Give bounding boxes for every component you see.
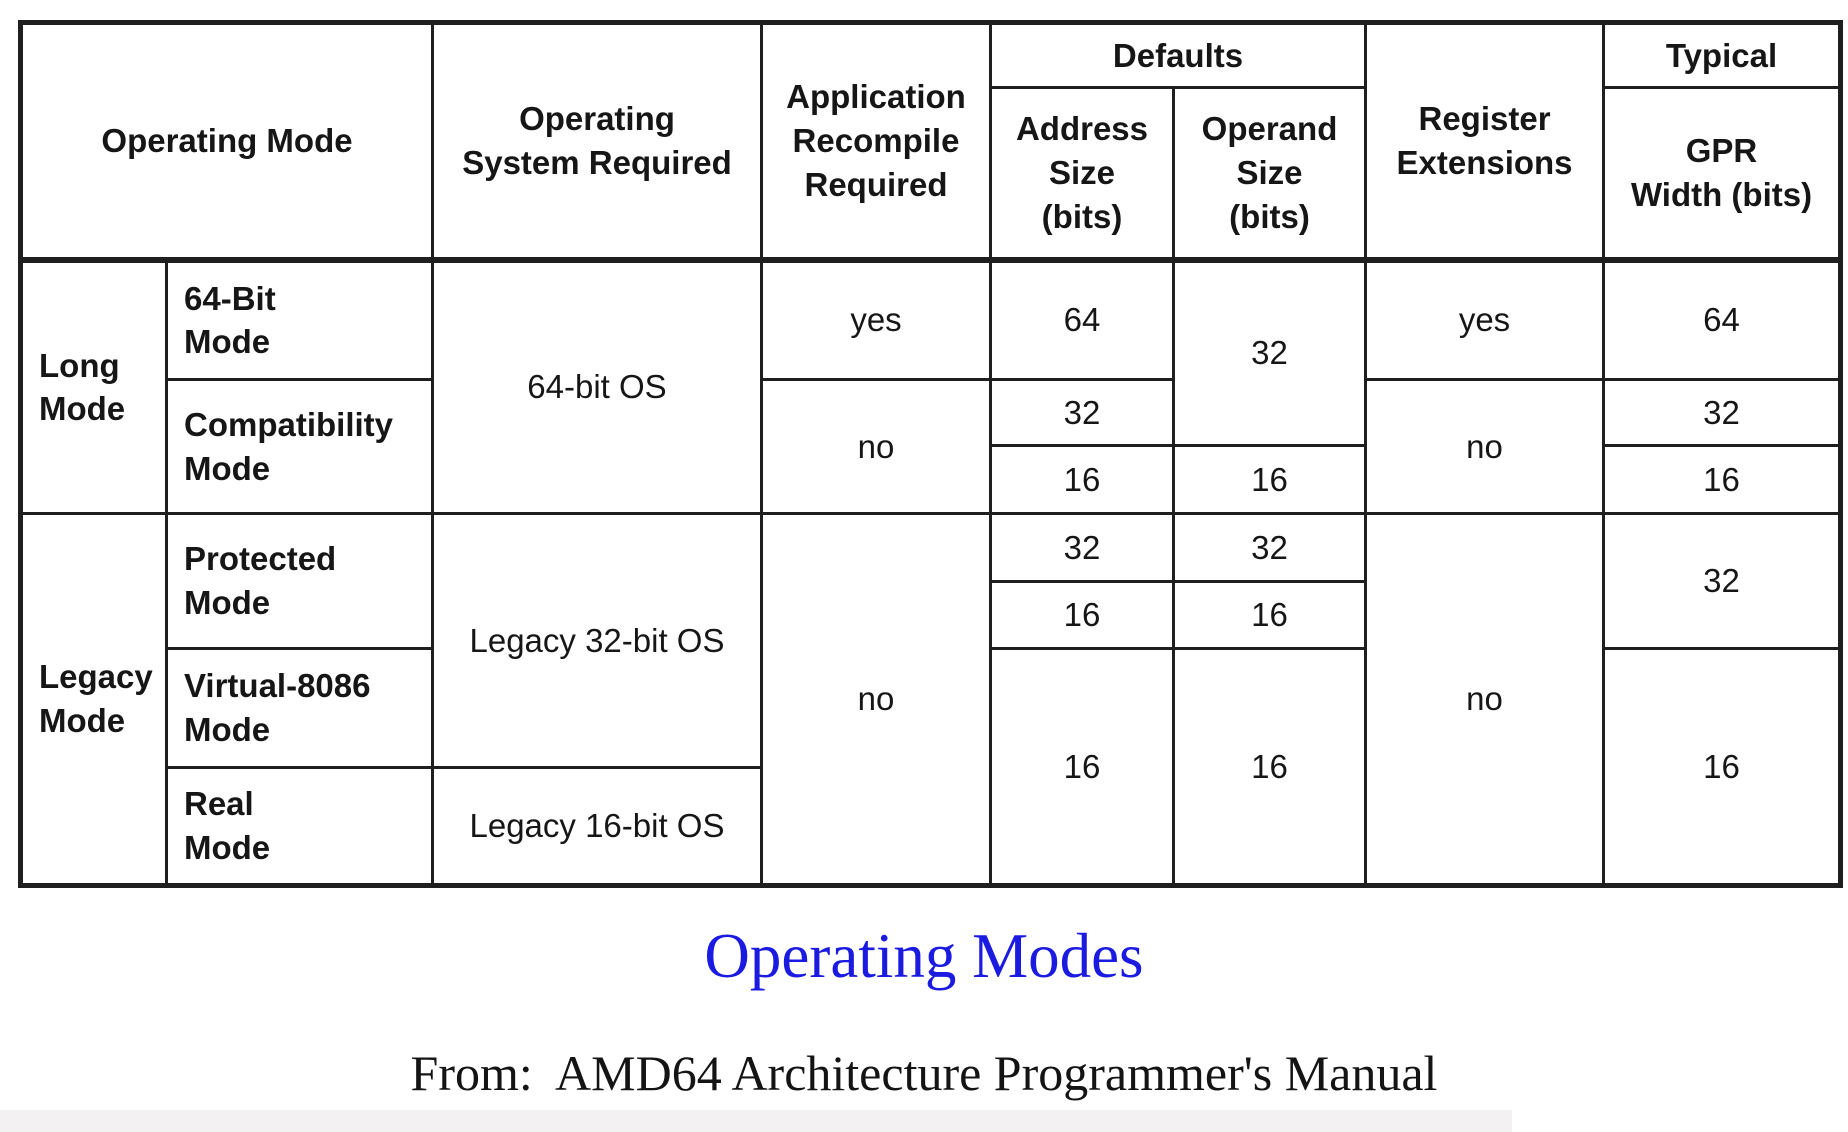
cell-operand-64bit-compat32: 32 <box>1171 256 1368 447</box>
cell-virtual8086-mode: Virtual-8086 Mode <box>165 647 434 769</box>
bottom-gray-strip <box>0 1110 1512 1132</box>
cell-address-compat-32: 32 <box>989 378 1175 447</box>
cell-os-legacy32: Legacy 32-bit OS <box>431 512 763 769</box>
cell-address-v86-real: 16 <box>989 647 1175 887</box>
header-application-recompile-required: Application Recompile Required <box>760 21 992 261</box>
cell-regext-legacy: no <box>1364 512 1606 887</box>
cell-legacy-mode-group: Legacy Mode <box>19 512 168 887</box>
source-attribution: From: AMD64 Architecture Programmer's Ma… <box>410 1045 1438 1101</box>
cell-gpr-v86-real: 16 <box>1602 647 1843 887</box>
cell-64bit-mode: 64-Bit Mode <box>165 256 434 381</box>
cell-recompile-64bit: yes <box>760 256 992 381</box>
cell-address-compat-16: 16 <box>989 444 1175 515</box>
cell-operand-v86-real: 16 <box>1171 647 1368 887</box>
cell-compatibility-mode: Compatibility Mode <box>165 378 434 515</box>
cell-gpr-64bit: 64 <box>1602 256 1843 381</box>
header-defaults: Defaults <box>988 21 1368 89</box>
cell-gpr-compat-16: 16 <box>1602 444 1843 515</box>
cell-recompile-compat: no <box>760 378 992 515</box>
figure-caption: Operating Modes <box>704 921 1144 991</box>
cell-os-legacy16: Legacy 16-bit OS <box>431 766 763 887</box>
cell-real-mode: Real Mode <box>165 766 434 887</box>
header-operating-mode: Operating Mode <box>19 21 434 261</box>
operating-modes-table: Operating Mode Operating System Required… <box>18 20 1844 888</box>
header-register-extensions: Register Extensions <box>1364 21 1606 261</box>
cell-operand-protected-16: 16 <box>1171 580 1368 650</box>
cell-address-protected-32: 32 <box>989 512 1175 583</box>
cell-regext-compat: no <box>1364 378 1606 515</box>
cell-regext-64bit: yes <box>1364 256 1606 381</box>
cell-long-mode-group: Long Mode <box>19 256 168 515</box>
header-operand-size: Operand Size (bits) <box>1171 86 1368 261</box>
header-gpr-width: GPR Width (bits) <box>1602 86 1843 261</box>
cell-operand-protected-32: 32 <box>1171 512 1368 583</box>
header-address-size: Address Size (bits) <box>989 86 1175 261</box>
cell-os-64bit: 64-bit OS <box>431 256 763 515</box>
cell-address-64bit: 64 <box>989 256 1175 381</box>
cell-operand-compat-16: 16 <box>1171 444 1368 515</box>
header-operating-system-required: Operating System Required <box>431 21 763 261</box>
header-typical: Typical <box>1602 21 1843 89</box>
cell-protected-mode: Protected Mode <box>165 512 434 650</box>
cell-recompile-legacy: no <box>760 512 992 887</box>
cell-gpr-protected: 32 <box>1602 512 1843 650</box>
cell-gpr-compat-32: 32 <box>1602 378 1843 447</box>
cell-address-protected-16: 16 <box>989 580 1175 650</box>
